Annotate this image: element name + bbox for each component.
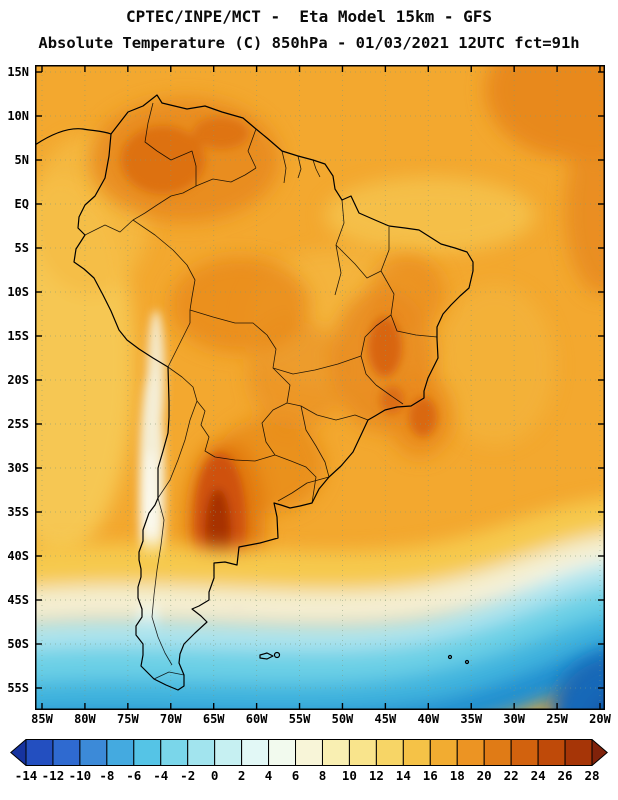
- colorbar-tick-6: 6: [291, 768, 300, 783]
- colorbar-tick--4: -4: [153, 768, 169, 783]
- south-america-coastline: [73, 94, 474, 691]
- lon-label-85W: 85W: [31, 712, 53, 726]
- lon-label-40W: 40W: [417, 712, 440, 726]
- lon-label-30W: 30W: [503, 712, 525, 726]
- colorbar-cell: [375, 739, 404, 766]
- colorbar-cell: [564, 739, 593, 766]
- lon-label-25W: 25W: [546, 712, 568, 726]
- colorbar-tick-14: 14: [395, 768, 411, 783]
- map-canvas: [35, 65, 605, 710]
- temperature-field: [35, 65, 605, 710]
- colorbar-tick-24: 24: [530, 768, 546, 783]
- colorbar-cell: [537, 739, 566, 766]
- colorbar-cell: [133, 739, 162, 766]
- lat-label-20S: 20S: [7, 373, 29, 387]
- colorbar-cell: [268, 739, 297, 766]
- latitude-axis: 15N 10N 5N EQ 5S 10S 15S 20S 25S 30S 35S 40S 45S 50S 5…: [0, 65, 32, 710]
- colorbar-cell: [348, 739, 377, 766]
- colorbar-arrow-above-max: [591, 738, 608, 767]
- colorbar-tick--6: -6: [126, 768, 142, 783]
- colorbar-cell: [402, 739, 431, 766]
- lat-label-10N: 10N: [7, 109, 29, 123]
- colorbar-tick--14: -14: [14, 768, 38, 783]
- lat-label-45S: 45S: [7, 593, 29, 607]
- colorbar-cell: [429, 739, 458, 766]
- colorbar-cell: [456, 739, 485, 766]
- lat-label-35S: 35S: [7, 505, 29, 519]
- country-borders: [84, 102, 438, 680]
- lon-label-65W: 65W: [202, 712, 225, 726]
- colorbar-tick-28: 28: [584, 768, 600, 783]
- map-border: [35, 65, 605, 710]
- map-title-model: CPTEC/INPE/MCT - Eta Model 15km - GFS: [125, 7, 493, 26]
- longitude-axis: 85W 80W 75W 70W 65W 60W 55W 50W 45W 40W 35W 30W 25W 2…: [31, 712, 613, 728]
- lat-label-15S: 15S: [7, 329, 29, 343]
- lat-label-EQ: EQ: [14, 197, 29, 211]
- lon-label-20W: 20W: [589, 712, 611, 726]
- colorbar-tick--10: -10: [68, 768, 92, 783]
- colorbar-tick-16: 16: [422, 768, 438, 783]
- falkland-islands: [259, 652, 274, 660]
- island: [273, 651, 281, 659]
- colorbar-cell: [79, 739, 108, 766]
- lat-label-40S: 40S: [7, 549, 29, 563]
- colorbar-tick-20: 20: [476, 768, 492, 783]
- colorbar-tick--8: -8: [99, 768, 115, 783]
- lon-label-55W: 55W: [288, 712, 311, 726]
- colorbar-tick-26: 26: [557, 768, 573, 783]
- colorbar-arrow-below-min: [10, 738, 27, 767]
- lon-label-60W: 60W: [245, 712, 268, 726]
- map-title-field: Absolute Temperature (C) 850hPa - 01/03/…: [38, 34, 580, 52]
- colorbar-tick-0: 0: [210, 768, 219, 783]
- colorbar-tick-18: 18: [449, 768, 465, 783]
- colorbar-swatches: [10, 738, 608, 767]
- island: [464, 659, 470, 665]
- lat-label-30S: 30S: [7, 461, 29, 475]
- colorbar-cell: [295, 739, 323, 766]
- lon-label-45W: 45W: [374, 712, 397, 726]
- colorbar-tick-22: 22: [503, 768, 519, 783]
- lon-label-80W: 80W: [74, 712, 96, 726]
- colorbar-cell: [321, 739, 350, 766]
- colorbar-cell: [483, 739, 512, 766]
- colorbar-tick-10: 10: [341, 768, 357, 783]
- colorbar-cell: [160, 739, 189, 766]
- island: [447, 654, 453, 660]
- colorbar-tick--2: -2: [180, 768, 196, 783]
- lon-label-35W: 35W: [460, 712, 483, 726]
- lat-label-5N: 5N: [14, 153, 29, 167]
- colorbar-tick--12: -12: [41, 768, 65, 783]
- coldest-southeast-corner: [551, 652, 605, 710]
- colorbar-cell: [25, 739, 54, 766]
- lat-label-50S: 50S: [7, 637, 29, 651]
- lon-label-75W: 75W: [117, 712, 139, 726]
- coastlines: [35, 94, 474, 691]
- lat-label-10S: 10S: [7, 285, 29, 299]
- colorbar-tick-12: 12: [368, 768, 384, 783]
- lon-label-70W: 70W: [159, 712, 182, 726]
- lat-label-15N: 15N: [7, 65, 29, 79]
- colorbar-cell: [187, 739, 216, 766]
- colorbar-tick-4: 4: [264, 768, 273, 783]
- lat-label-25S: 25S: [7, 417, 29, 431]
- colorbar-tick-labels: -14 -12 -10 -8 -6 -4 -2 0 2 4 6 8 10 12 14 16 18 20 22 24 26…: [10, 768, 608, 786]
- colorbar-cell: [510, 739, 539, 766]
- lon-label-50W: 50W: [331, 712, 354, 726]
- colorbar-tick-2: 2: [237, 768, 246, 783]
- colorbar-cell: [241, 739, 270, 766]
- colorbar-tick-8: 8: [318, 768, 327, 783]
- grid-lines: [35, 65, 605, 710]
- colorbar-cell: [214, 739, 243, 766]
- lat-label-55S: 55S: [7, 681, 29, 695]
- axis-ticks: [36, 66, 604, 709]
- colorbar-cell: [52, 739, 81, 766]
- colorbar: -14 -12 -10 -8 -6 -4 -2 0 2 4 6 8 10 12 14 16 18 20 22 24 26…: [10, 738, 608, 789]
- colorbar-cell: [106, 739, 135, 766]
- lat-label-5S: 5S: [14, 241, 29, 255]
